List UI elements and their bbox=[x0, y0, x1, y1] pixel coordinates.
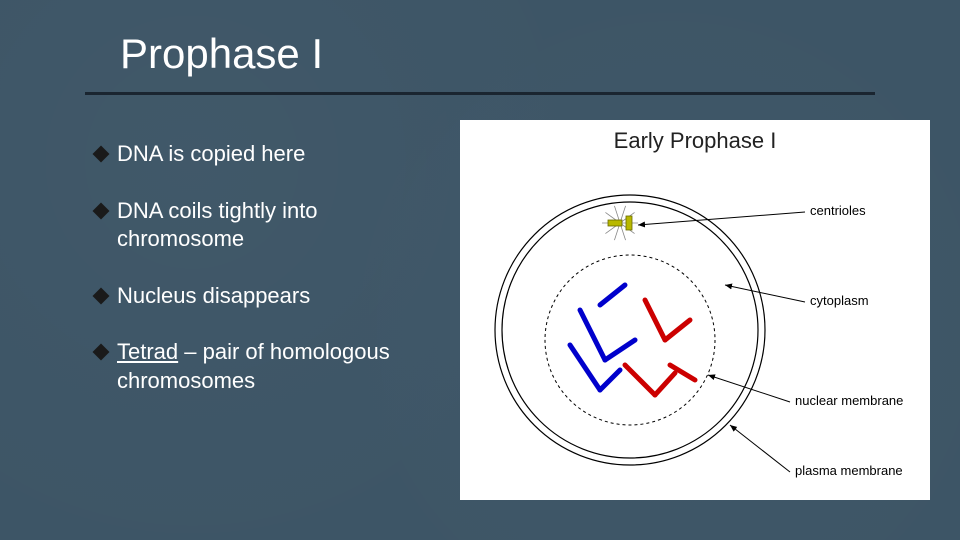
bullet-marker-icon bbox=[93, 287, 110, 304]
bullet-text: DNA is copied here bbox=[117, 140, 445, 169]
list-item: Tetrad – pair of homologous chromosomes bbox=[95, 338, 445, 395]
list-item: Nucleus disappears bbox=[95, 282, 445, 311]
bullet-marker-icon bbox=[93, 202, 110, 219]
bullet-text: DNA coils tightly into chromosome bbox=[117, 197, 445, 254]
svg-text:centrioles: centrioles bbox=[810, 203, 866, 218]
title-divider bbox=[85, 92, 875, 95]
bullet-marker-icon bbox=[93, 344, 110, 361]
diagram-title: Early Prophase I bbox=[460, 128, 930, 154]
svg-text:nuclear membrane: nuclear membrane bbox=[795, 393, 903, 408]
list-item: DNA is copied here bbox=[95, 140, 445, 169]
svg-text:cytoplasm: cytoplasm bbox=[810, 293, 869, 308]
page-title: Prophase I bbox=[120, 30, 323, 78]
bullet-text: Nucleus disappears bbox=[117, 282, 445, 311]
bullet-text: Tetrad – pair of homologous chromosomes bbox=[117, 338, 445, 395]
bullet-marker-icon bbox=[93, 146, 110, 163]
list-item: DNA coils tightly into chromosome bbox=[95, 197, 445, 254]
cell-diagram: centrioles cytoplasm nuclear membrane plasm… bbox=[470, 165, 920, 495]
svg-text:plasma membrane: plasma membrane bbox=[795, 463, 903, 478]
bullet-list: DNA is copied here DNA coils tightly int… bbox=[95, 140, 445, 424]
diagram-panel: Early Prophase I centrioles cytoplasm nucl… bbox=[460, 120, 930, 500]
